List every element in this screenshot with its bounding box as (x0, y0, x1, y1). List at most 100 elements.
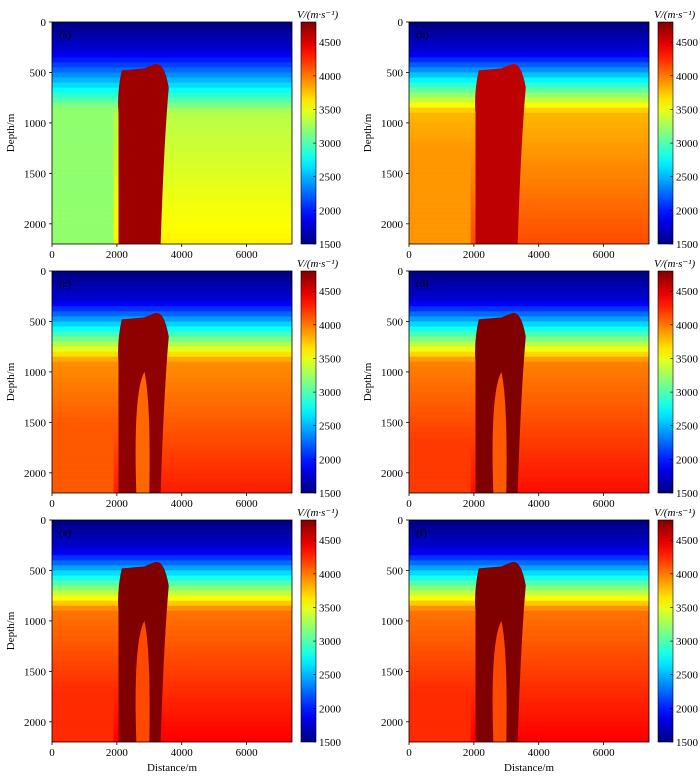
y-tick-label: 1000 (381, 118, 404, 130)
left-block-band (409, 487, 471, 493)
velocity-band (409, 467, 649, 474)
velocity-band (52, 356, 292, 363)
colorbar-tick-label: 1500 (676, 488, 699, 500)
velocity-band (409, 52, 649, 58)
left-block-band (52, 661, 114, 667)
x-tick-label: 2000 (106, 498, 129, 510)
colorbar-tick-label: 2500 (676, 172, 699, 184)
velocity-band (52, 213, 292, 220)
colorbar-tick-label: 4000 (676, 569, 699, 581)
left-block-band (52, 641, 114, 647)
velocity-band (52, 711, 292, 718)
velocity-band (409, 27, 649, 33)
velocity-band (52, 641, 292, 647)
left-block-band (409, 477, 471, 484)
left-block-band (409, 721, 471, 728)
x-tick-label: 0 (406, 498, 412, 510)
velocity-band (52, 42, 292, 48)
left-block-band (52, 625, 114, 632)
velocity-band (52, 412, 292, 418)
velocity-field (409, 22, 649, 244)
velocity-band (409, 575, 649, 582)
velocity-band (409, 32, 649, 38)
left-block-band (52, 138, 114, 144)
x-tick-label: 6000 (593, 498, 616, 510)
left-block-band (409, 102, 471, 109)
sub-salt-lobe (492, 620, 507, 742)
velocity-band (409, 62, 649, 69)
colorbar-tick-label: 2000 (676, 454, 699, 466)
velocity-band (52, 540, 292, 546)
left-block-band (52, 646, 114, 652)
x-tick-label: 0 (49, 249, 55, 261)
velocity-band (409, 361, 649, 368)
left-block-band (409, 371, 471, 378)
velocity-band (409, 631, 649, 637)
left-block-band (52, 427, 114, 434)
velocity-band (52, 721, 292, 728)
velocity-band (409, 610, 649, 617)
left-block-band (52, 122, 114, 129)
colorbar-tick-label: 3000 (319, 138, 342, 150)
velocity-band (409, 656, 649, 662)
left-block-band (52, 397, 114, 403)
velocity-band (409, 600, 649, 607)
left-block-band (52, 726, 114, 733)
velocity-band (409, 102, 649, 109)
velocity-band (409, 701, 649, 708)
y-tick-label: 2000 (24, 468, 47, 480)
velocity-band (409, 620, 649, 627)
left-block-band (409, 417, 471, 423)
velocity-band (409, 218, 649, 225)
velocity-band (52, 72, 292, 79)
velocity-band (52, 148, 292, 154)
left-block-band (52, 636, 114, 642)
x-tick-label: 2000 (463, 747, 486, 759)
left-block-band (409, 153, 471, 159)
velocity-band (52, 706, 292, 713)
left-block-band (52, 721, 114, 728)
y-tick-label: 500 (387, 565, 404, 577)
left-block-band (409, 452, 471, 459)
y-tick-label: 1500 (381, 666, 404, 678)
left-block-band (409, 193, 471, 200)
x-tick-label: 4000 (528, 498, 551, 510)
velocity-band (409, 281, 649, 287)
y-tick-label: 1000 (381, 367, 404, 379)
left-block-band (409, 671, 471, 678)
velocity-band (409, 540, 649, 546)
left-block-band (52, 97, 114, 104)
velocity-band (52, 107, 292, 114)
sub-salt-lobe (135, 620, 150, 742)
velocity-band (52, 163, 292, 169)
velocity-band (409, 462, 649, 469)
colorbar-tick-label: 2000 (319, 454, 342, 466)
left-block-band (52, 163, 114, 169)
velocity-band (52, 301, 292, 307)
velocity-band (409, 223, 649, 230)
left-block-band (52, 681, 114, 688)
velocity-band (409, 565, 649, 572)
left-block-band (409, 148, 471, 154)
y-tick-label: 1000 (24, 616, 47, 628)
velocity-band (409, 37, 649, 43)
y-tick-label: 0 (398, 515, 404, 527)
left-block-band (409, 402, 471, 408)
left-block-band (409, 620, 471, 627)
velocity-band (409, 477, 649, 484)
velocity-band (52, 52, 292, 58)
velocity-band (409, 42, 649, 48)
velocity-band (52, 585, 292, 592)
velocity-band (52, 143, 292, 149)
left-block-band (52, 92, 114, 99)
velocity-band (409, 641, 649, 647)
y-tick-label: 0 (41, 17, 47, 29)
velocity-band (52, 321, 292, 328)
velocity-band (409, 595, 649, 602)
left-block-band (409, 442, 471, 449)
left-block-band (409, 432, 471, 439)
velocity-band (409, 208, 649, 215)
left-block-band (409, 427, 471, 434)
left-block-band (409, 636, 471, 642)
